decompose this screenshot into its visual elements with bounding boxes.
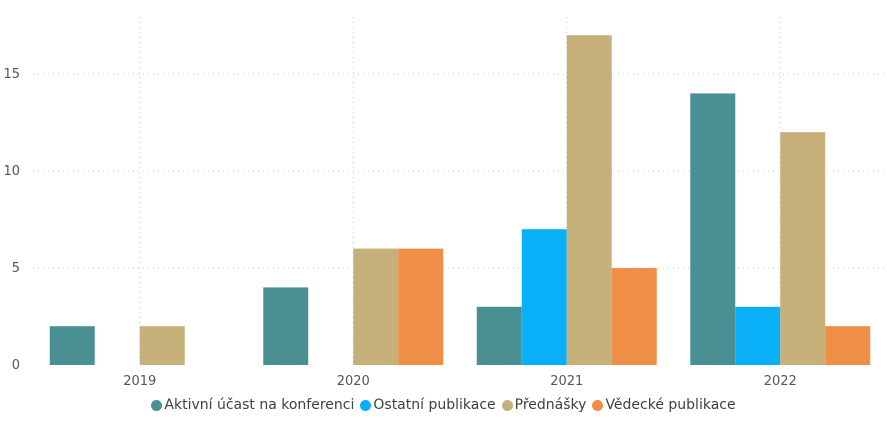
bar[interactable] [139, 326, 185, 365]
bar[interactable] [521, 229, 567, 365]
legend-swatch [151, 399, 163, 411]
bar[interactable] [825, 326, 871, 365]
bar[interactable] [735, 306, 781, 365]
legend-label: Přednášky [514, 397, 587, 413]
y-tick-label: 5 [12, 261, 20, 276]
y-axis-ticks: 0 5 10 15 [3, 67, 20, 373]
y-tick-label: 15 [3, 67, 20, 82]
chart-legend: Aktivní účast na konferenci Ostatní publi… [0, 397, 887, 413]
legend-swatch [360, 399, 372, 411]
legend-label: Aktivní účast na konferenci [164, 397, 355, 413]
legend-item[interactable]: Ostatní publikace [360, 397, 496, 413]
bar-chart: 0 5 10 15 2019 2020 2021 2022 [3, 17, 887, 389]
legend-item[interactable]: Přednášky [501, 397, 587, 413]
bar[interactable] [690, 93, 736, 366]
bar[interactable] [780, 132, 826, 365]
x-tick-label: 2020 [337, 374, 370, 389]
legend-swatch [592, 399, 604, 411]
bar[interactable] [611, 268, 657, 365]
legend-item[interactable]: Aktivní účast na konferenci [151, 397, 354, 413]
bar[interactable] [353, 248, 399, 365]
x-tick-label: 2021 [550, 374, 583, 389]
legend-item[interactable]: Vědecké publikace [592, 397, 736, 413]
legend-label: Ostatní publikace [373, 397, 496, 413]
y-tick-label: 10 [3, 164, 20, 179]
legend-swatch [501, 399, 513, 411]
bar[interactable] [398, 248, 444, 365]
x-axis-ticks: 2019 2020 2021 2022 [123, 374, 797, 389]
bar[interactable] [263, 287, 309, 365]
bar[interactable] [49, 326, 95, 365]
x-tick-label: 2022 [764, 374, 797, 389]
bar[interactable] [566, 35, 612, 365]
x-tick-label: 2019 [123, 374, 156, 389]
bar[interactable] [476, 306, 522, 365]
y-tick-label: 0 [12, 358, 20, 373]
bars [49, 35, 871, 366]
legend-label: Vědecké publikace [605, 397, 736, 413]
